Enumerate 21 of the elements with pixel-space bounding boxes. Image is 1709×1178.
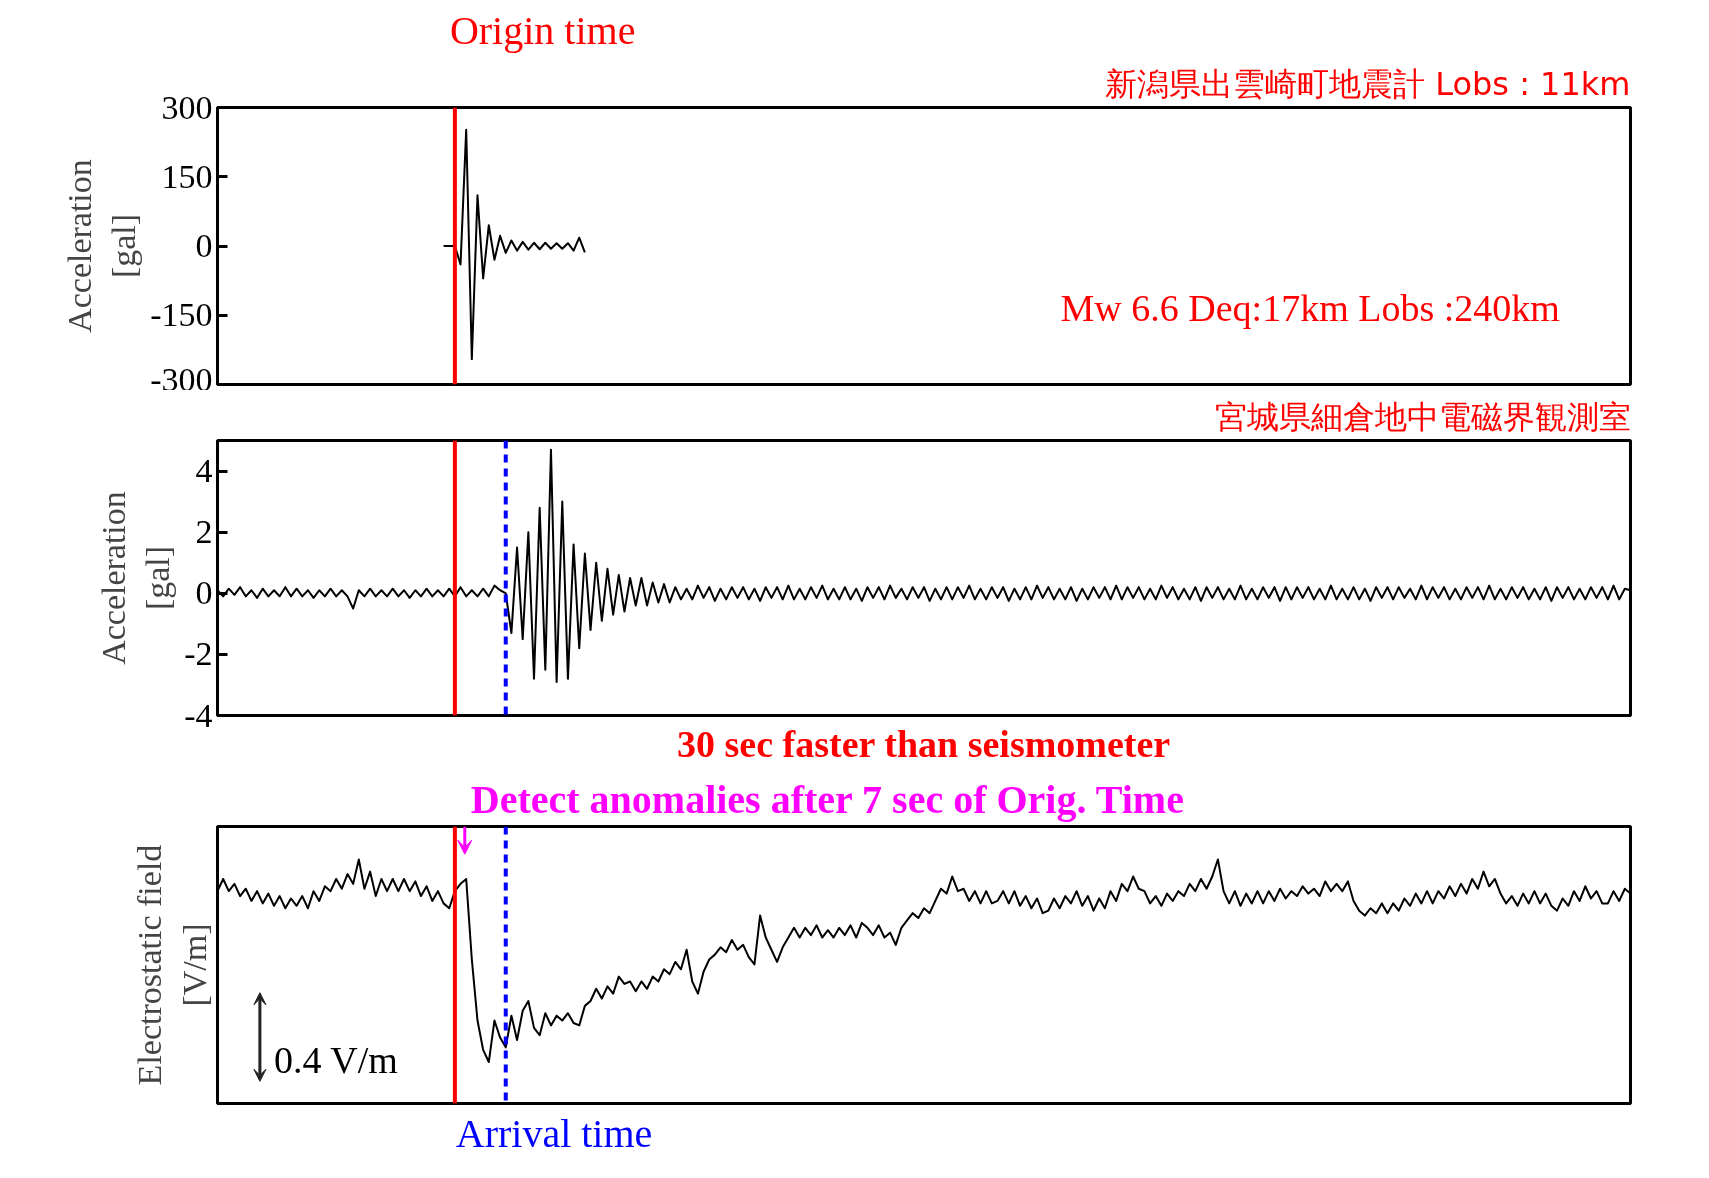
annotation: 0.4 V/m (273, 1039, 398, 1082)
text: Detect anomalies after 7 sec of Orig. Time (470, 776, 1184, 822)
y-tick-label: 4 (195, 452, 213, 490)
y-tick-label: 0 (195, 227, 213, 264)
y-tick-label: 0 (195, 574, 213, 612)
y-tick-label: -150 (150, 296, 213, 334)
y-axis-title: Acceleration [gal] (60, 159, 143, 333)
text: Origin time (449, 7, 636, 53)
y-tick-label: 2 (195, 513, 213, 551)
chart-title: 宮城県細倉地中電磁界観測室 (1214, 397, 1631, 436)
y-tick-label: 150 (161, 157, 213, 195)
chart-title: 新潟県出雲崎町地震計 Lobs : 11km (1104, 64, 1631, 103)
text: Arrival time (455, 1110, 653, 1156)
y-tick-label: 300 (161, 88, 213, 126)
line-series (442, 128, 586, 361)
annotation: Mw 6.6 Deq:17km Lobs :240km (1060, 287, 1560, 330)
y-axis-title: Acceleration [gal] (94, 491, 177, 665)
text: 30 sec faster than seismometer (677, 722, 1171, 765)
y-tick-label: -2 (184, 635, 213, 673)
y-axis-title: Electrostatic field [V/m] (131, 844, 213, 1086)
y-tick-label: -4 (184, 696, 213, 734)
